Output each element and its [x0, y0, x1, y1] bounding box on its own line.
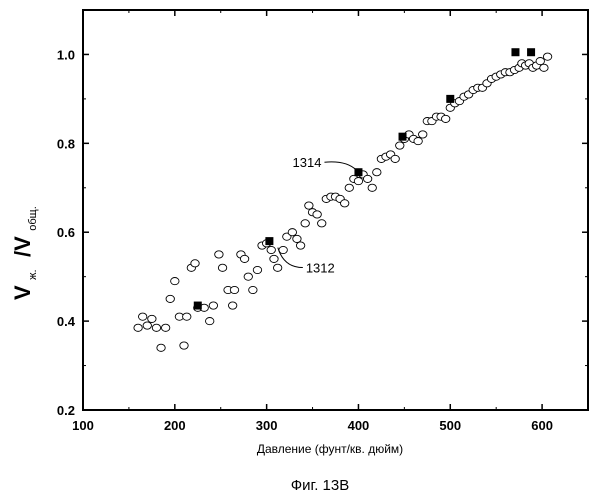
annotation-leader-1314: [324, 162, 356, 170]
data-point-circle: [209, 302, 217, 309]
data-point-circle: [215, 251, 223, 258]
annotation-label-1314: 1314: [293, 155, 322, 170]
data-point-circle: [391, 155, 399, 162]
y-axis-label: V ж. /V общ.: [10, 206, 40, 300]
y-tick-label: 0.8: [57, 136, 75, 151]
data-point-circle: [240, 255, 248, 262]
data-point-square: [399, 133, 407, 141]
x-tick-label: 600: [531, 418, 553, 433]
data-point-square: [194, 302, 202, 310]
data-point-circle: [293, 235, 301, 242]
data-point-circle: [345, 184, 353, 191]
figure-caption: Фиг. 13B: [291, 477, 349, 494]
data-point-circle: [273, 264, 281, 271]
data-point-circle: [414, 138, 422, 145]
data-point-circle: [396, 142, 404, 149]
data-point-circle: [148, 315, 156, 322]
data-point-circle: [134, 324, 142, 331]
data-point-circle: [419, 131, 427, 138]
data-point-circle: [191, 260, 199, 267]
data-point-circle: [363, 175, 371, 182]
annotation-label-1312: 1312: [306, 261, 335, 276]
data-point-circle: [318, 220, 326, 227]
y-label-sub-1: ж.: [27, 269, 39, 279]
data-point-circle: [543, 53, 551, 60]
data-point-circle: [288, 229, 296, 236]
data-point-square: [511, 48, 519, 56]
data-point-circle: [354, 178, 362, 185]
data-point-square: [446, 95, 454, 103]
data-point-circle: [313, 211, 321, 218]
data-point-circle: [183, 313, 191, 320]
data-point-circle: [540, 64, 548, 71]
y-tick-label: 0.2: [57, 403, 75, 418]
data-point-circle: [157, 344, 165, 351]
x-tick-label: 300: [256, 418, 278, 433]
y-tick-label: 0.4: [57, 314, 76, 329]
svg-text:V ж. /V общ.: V ж. /V общ.: [10, 206, 40, 300]
x-tick-label: 200: [164, 418, 186, 433]
y-tick-label: 1.0: [57, 47, 75, 62]
data-point-square: [527, 48, 535, 56]
data-point-circle: [230, 286, 238, 293]
data-point-circle: [206, 318, 214, 325]
y-tick-label: 0.6: [57, 225, 75, 240]
data-point-circle: [244, 273, 252, 280]
data-point-circle: [161, 324, 169, 331]
data-point-circle: [373, 169, 381, 176]
data-point-circle: [536, 58, 544, 65]
data-point-circle: [279, 246, 287, 253]
x-tick-label: 400: [348, 418, 370, 433]
data-point-circle: [171, 278, 179, 285]
data-point-circle: [253, 266, 261, 273]
data-point-circle: [138, 313, 146, 320]
x-tick-label: 100: [72, 418, 94, 433]
data-points: [134, 48, 552, 351]
data-point-circle: [228, 302, 236, 309]
data-point-circle: [218, 264, 226, 271]
data-point-square: [265, 237, 273, 245]
data-point-circle: [267, 246, 275, 253]
data-point-circle: [340, 200, 348, 207]
data-point-circle: [368, 184, 376, 191]
y-label-sub-2: общ.: [27, 206, 39, 231]
data-point-circle: [249, 286, 257, 293]
data-point-circle: [180, 342, 188, 349]
data-point-circle: [143, 322, 151, 329]
data-point-circle: [301, 220, 309, 227]
x-axis-label: Давление (фунт/кв. дюйм): [257, 442, 403, 456]
data-point-circle: [152, 324, 160, 331]
y-label-main-2: /V: [10, 236, 35, 257]
data-point-circle: [166, 295, 174, 302]
y-label-main-1: V: [10, 285, 35, 300]
data-point-circle: [296, 242, 304, 249]
data-point-circle: [441, 115, 449, 122]
data-point-circle: [270, 255, 278, 262]
x-tick-label: 500: [439, 418, 461, 433]
data-point-circle: [305, 202, 313, 209]
